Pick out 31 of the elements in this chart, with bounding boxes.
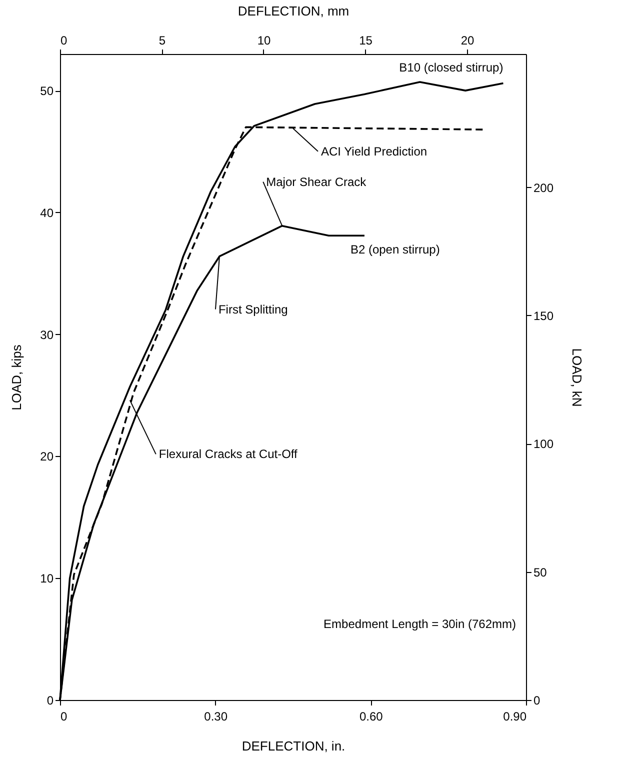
x2-tick-label: 20 <box>460 34 474 48</box>
y2-tick-label: 150 <box>534 308 554 323</box>
annotation: ACI Yield Prediction <box>321 144 428 158</box>
y-tick-label: 30 <box>40 328 54 342</box>
y-tick-label: 0 <box>46 694 54 708</box>
x2-axis-title: DEFLECTION, mm <box>238 4 350 18</box>
y-axis-title: LOAD, kips <box>9 344 24 410</box>
x-tick-label: 0 <box>60 710 68 724</box>
y2-tick-label: 0 <box>534 694 540 708</box>
annotation: Major Shear Crack <box>266 174 368 189</box>
y-tick-label: 50 <box>40 84 54 98</box>
y2-tick-label: 50 <box>534 565 548 580</box>
y2-tick-label: 200 <box>534 180 554 195</box>
x2-tick-label: 10 <box>257 34 271 48</box>
series-label: B10 (closed stirrup) <box>399 60 504 74</box>
y2-axis-title: LOAD, kN <box>570 348 585 407</box>
annotation: Flexural Cracks at Cut-Off <box>158 447 298 462</box>
x-tick-label: 0.30 <box>204 710 228 724</box>
annotation: Embedment Length = 30in (762mm) <box>324 617 516 631</box>
x-tick-label: 0.90 <box>503 710 527 724</box>
y-tick-label: 20 <box>40 450 54 464</box>
x-tick-label: 0.60 <box>359 710 384 724</box>
y-tick-label: 40 <box>40 206 54 220</box>
y2-tick-label: 100 <box>534 437 554 452</box>
x2-tick-label: 5 <box>158 34 166 48</box>
x2-tick-label: 0 <box>60 34 68 48</box>
annotation: First Splitting <box>218 302 288 316</box>
y-tick-label: 10 <box>40 572 54 586</box>
x-axis-title: DEFLECTION, in. <box>242 738 346 754</box>
x2-tick-label: 15 <box>359 34 373 48</box>
series-label: B2 (open stirrup) <box>350 242 440 257</box>
